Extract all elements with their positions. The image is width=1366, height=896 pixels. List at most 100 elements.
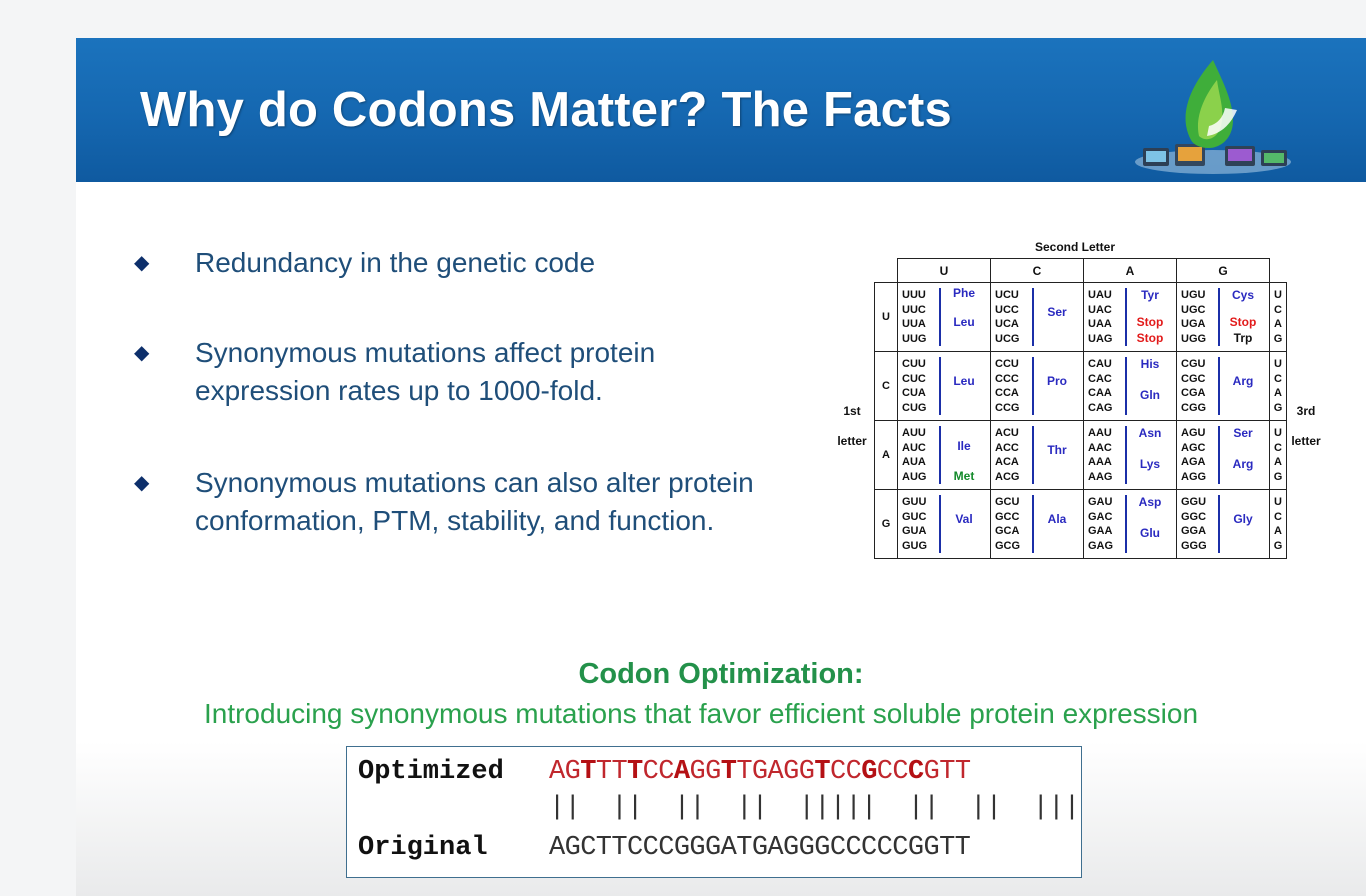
codon: UCA [995, 318, 1019, 330]
codon: CAC [1088, 372, 1112, 385]
codon-divider [939, 357, 941, 415]
codon: AUU [902, 427, 926, 439]
third-letter-label: 3rd letter [1291, 404, 1321, 448]
third-letter: G [1273, 332, 1283, 345]
codon-divider [1032, 357, 1034, 415]
third-letter: U [1274, 427, 1282, 439]
codon-divider [939, 288, 941, 346]
codon-divider [939, 426, 941, 484]
amino-acid: Ser [1047, 305, 1067, 319]
amino-acid: Gly [1233, 512, 1253, 526]
codon: UUG [902, 332, 927, 345]
third-letter: A [1274, 387, 1282, 399]
codon-divider [1032, 495, 1034, 553]
codon: AUG [902, 470, 927, 483]
base: C [876, 757, 893, 787]
codon-list: UUU UUC UUA UUG [902, 288, 926, 346]
third-letter: U [1274, 496, 1282, 508]
codon-divider [1218, 357, 1220, 415]
codon: ACG [995, 470, 1020, 483]
codon-block: GUU GUC GUA GUG Val [897, 489, 991, 559]
codon-table: U C A G U UUU UUC UUA UUG Phe Leu UCU UCC UCA UCG Ser UA… [874, 258, 1287, 559]
codon: CCA [995, 387, 1019, 399]
codon: UAU [1088, 289, 1112, 301]
base: G [564, 757, 581, 787]
codon-block: UAU UAC UAA UAG Tyr Stop Stop [1083, 282, 1177, 352]
second-letter-header: C [990, 258, 1084, 283]
codon-row: C CUU CUC CUA CUG Leu CCU CCC CCA CCG Pro CAU CAC CAA… [874, 351, 1287, 421]
codon: CGC [1181, 372, 1206, 385]
amino-acid: Asn [1138, 426, 1162, 440]
changed-base: A [673, 757, 690, 787]
codon: UGA [1181, 318, 1206, 330]
codon: CUU [902, 358, 926, 370]
bullet-text: Redundancy in the genetic code [195, 247, 596, 278]
codon: GGA [1181, 525, 1207, 537]
codon-block: AUU AUC AUA AUG Ile Met [897, 420, 991, 490]
codon-block: GCU GCC GCA GCG Ala [990, 489, 1084, 559]
codon: UCC [995, 303, 1019, 316]
amino-acid: Leu [953, 315, 975, 329]
amino-acid: Met [953, 469, 975, 483]
optimized-label: Optimized [358, 757, 504, 787]
codon-divider [939, 495, 941, 553]
codon: UUU [902, 289, 926, 301]
bullet-item: ◆ Redundancy in the genetic code [130, 244, 595, 282]
third-letter: U [1274, 358, 1282, 370]
first-letter-label: 1st letter [837, 404, 867, 448]
codon-optimization-subtitle: Introducing synonymous mutations that fa… [203, 698, 1199, 729]
base: G [923, 757, 940, 787]
diamond-bullet-icon: ◆ [134, 342, 150, 364]
third-letter: U [1274, 289, 1282, 301]
codon: UGC [1181, 303, 1206, 316]
base: G [783, 757, 799, 787]
codon-list: GGU GGC GGA GGG [1181, 495, 1207, 553]
codon-divider [1218, 288, 1220, 346]
codon-block: CUU CUC CUA CUG Leu [897, 351, 991, 421]
codon: AAC [1088, 441, 1112, 454]
amino-acid: Arg [1232, 457, 1254, 471]
codon: AGU [1181, 427, 1206, 439]
codon: GAC [1088, 510, 1113, 523]
base: G [798, 757, 815, 787]
codon: GUU [902, 496, 927, 508]
diamond-bullet-icon: ◆ [134, 252, 150, 274]
codon: GUA [902, 525, 927, 537]
amino-acid: Leu [953, 374, 975, 388]
original-label: Original [358, 833, 488, 863]
first-letter: U [874, 282, 898, 352]
amino-acid: Ala [1047, 512, 1067, 526]
third-letter: C [1274, 303, 1282, 316]
codon: CAG [1088, 401, 1113, 414]
second-letter-header: G [1176, 258, 1270, 283]
first-letter: A [874, 420, 898, 490]
changed-base: C [908, 757, 924, 787]
codon: GGG [1181, 539, 1207, 552]
first-letter: G [874, 489, 898, 559]
codon: GAU [1088, 496, 1113, 508]
header-spacer [1270, 259, 1287, 283]
amino-acid: His [1140, 357, 1160, 371]
changed-base: G [861, 757, 877, 787]
codon: UCU [995, 289, 1019, 301]
codon-block: AGU AGC AGA AGG Ser Arg [1176, 420, 1270, 490]
amino-acid: Trp [1233, 331, 1253, 345]
codon-block: AAU AAC AAA AAG Asn Lys [1083, 420, 1177, 490]
codon: AAU [1088, 427, 1112, 439]
codon: AUC [902, 441, 926, 454]
bullet-text: Synonymous mutations affect protein expr… [195, 337, 656, 406]
third-letter: G [1273, 539, 1283, 552]
codon-row: U UUU UUC UUA UUG Phe Leu UCU UCC UCA UCG Ser UAU UAC… [874, 282, 1287, 352]
base: A [767, 757, 784, 787]
codon-row: A AUU AUC AUA AUG Ile Met ACU ACC ACA ACG Thr AAU AAC… [874, 420, 1287, 490]
codon-divider [1125, 357, 1127, 415]
third-letter: A [1274, 318, 1282, 330]
codon: CAU [1088, 358, 1112, 370]
base: C [892, 757, 909, 787]
codon-block: GAU GAC GAA GAG Asp Glu [1083, 489, 1177, 559]
codon: GAA [1088, 525, 1113, 537]
